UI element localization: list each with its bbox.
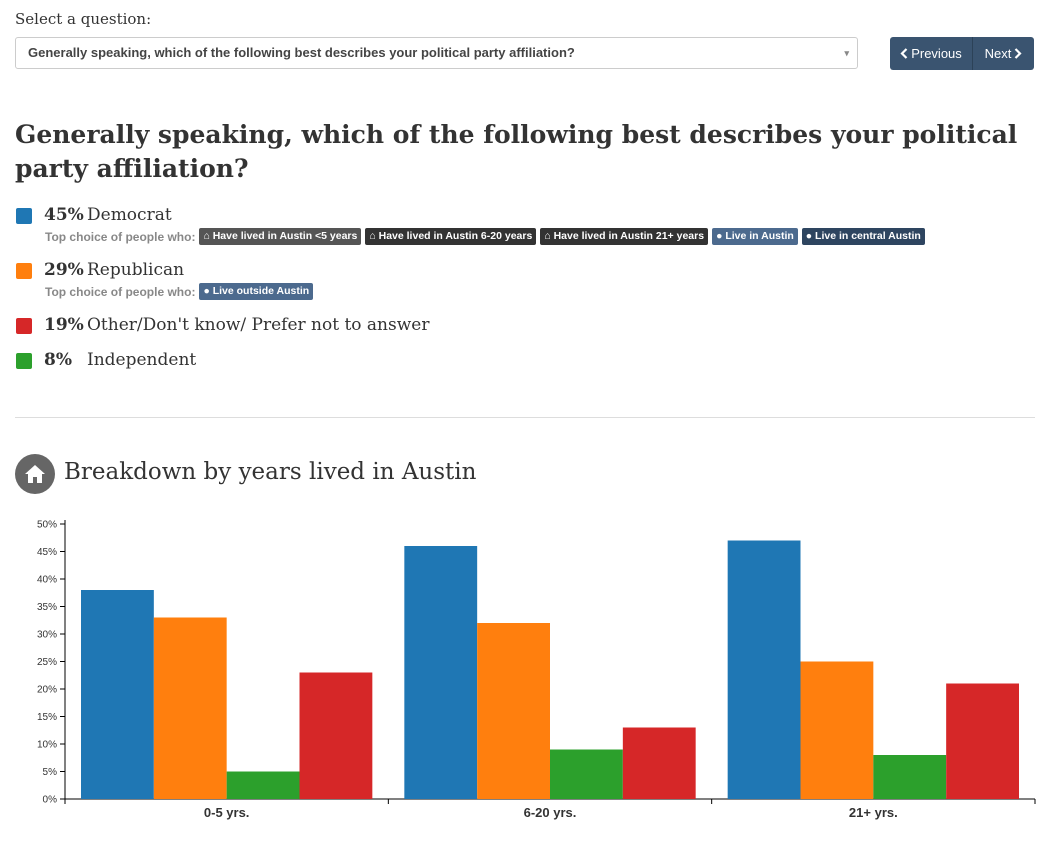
map-marker-icon: ● <box>203 285 210 297</box>
answer-label: Democrat <box>87 205 172 225</box>
next-label: Next <box>984 46 1012 61</box>
x-tick-label: 0-5 yrs. <box>204 805 250 820</box>
y-tick-label: 10% <box>37 740 57 751</box>
question-select[interactable]: Generally speaking, which of the followi… <box>15 37 858 69</box>
next-button[interactable]: Next <box>973 37 1034 70</box>
bar <box>81 590 154 799</box>
map-marker-icon: ● <box>716 230 723 242</box>
tag-lived-6-20[interactable]: ⌂ Have lived in Austin 6-20 years <box>365 228 537 245</box>
y-tick-label: 50% <box>37 520 57 531</box>
home-icon <box>25 465 45 483</box>
tag-lived-lt5[interactable]: ⌂ Have lived in Austin <5 years <box>199 228 362 245</box>
bar <box>873 755 947 799</box>
bar <box>727 540 801 799</box>
previous-label: Previous <box>911 46 962 61</box>
x-tick-label: 21+ yrs. <box>849 805 898 820</box>
answer-label: Other/Don't know/ Prefer not to answer <box>87 315 430 335</box>
y-tick-label: 0% <box>43 795 58 806</box>
tag-live-central-austin[interactable]: ● Live in central Austin <box>801 228 925 245</box>
home-icon: ⌂ <box>203 230 210 242</box>
legend-swatch <box>16 263 32 279</box>
top-choice-republican: Top choice of people who: ● Live outside… <box>45 283 314 300</box>
bar <box>226 771 300 799</box>
breakdown-bar-chart: 0% 5% 10% 15% 20% 25% 30% 35% 40% 45% 50% 0-5 yrs. 6… <box>37 520 1036 820</box>
answer-percent: 45% <box>44 205 84 225</box>
home-icon: ⌂ <box>544 230 551 242</box>
question-select-value: Generally speaking, which of the followi… <box>28 45 575 60</box>
answer-percent: 29% <box>44 260 84 280</box>
legend-swatch <box>16 318 32 334</box>
y-tick-label: 20% <box>37 685 57 696</box>
y-tick-label: 35% <box>37 602 57 613</box>
map-marker-icon: ● <box>805 230 813 242</box>
y-tick-label: 40% <box>37 575 57 586</box>
y-tick-label: 5% <box>43 767 58 778</box>
top-choice-democrat: Top choice of people who: ⌂ Have lived i… <box>45 228 925 245</box>
section-divider <box>15 417 1035 418</box>
bar <box>404 546 478 799</box>
top-choice-label: Top choice of people who: <box>45 229 196 244</box>
answer-percent: 19% <box>44 315 84 335</box>
question-title: Generally speaking, which of the followi… <box>15 120 1018 183</box>
answer-label: Republican <box>87 260 185 280</box>
legend-swatch <box>16 353 32 369</box>
previous-button[interactable]: Previous <box>890 37 973 70</box>
x-tick-label: 6-20 yrs. <box>524 805 577 820</box>
home-icon: ⌂ <box>369 230 376 242</box>
y-tick-label: 25% <box>37 657 57 668</box>
bar <box>477 623 550 799</box>
bar <box>550 749 623 799</box>
bar <box>153 617 227 799</box>
bar <box>800 661 874 799</box>
answer-percent: 8% <box>44 350 72 370</box>
chevron-left-icon <box>900 48 908 59</box>
bar <box>299 672 373 799</box>
answer-label: Independent <box>87 350 197 370</box>
y-tick-label: 15% <box>37 712 57 723</box>
tag-live-outside-austin[interactable]: ● Live outside Austin <box>199 283 314 300</box>
y-tick-label: 45% <box>37 547 57 558</box>
breakdown-icon-circle <box>15 454 55 494</box>
tag-live-in-austin[interactable]: ● Live in Austin <box>712 228 798 245</box>
chevron-right-icon <box>1015 48 1022 59</box>
y-tick-label: 30% <box>37 630 57 641</box>
select-label: Select a question: <box>15 10 152 28</box>
bar <box>946 683 1019 799</box>
top-choice-label: Top choice of people who: <box>45 284 196 299</box>
bar <box>622 727 696 799</box>
nav-button-group: Previous Next <box>890 37 1034 70</box>
breakdown-title: Breakdown by years lived in Austin <box>64 459 477 485</box>
tag-lived-21plus[interactable]: ⌂ Have lived in Austin 21+ years <box>540 228 709 245</box>
chevron-down-icon: ▾ <box>844 48 849 58</box>
legend-swatch <box>16 208 32 224</box>
